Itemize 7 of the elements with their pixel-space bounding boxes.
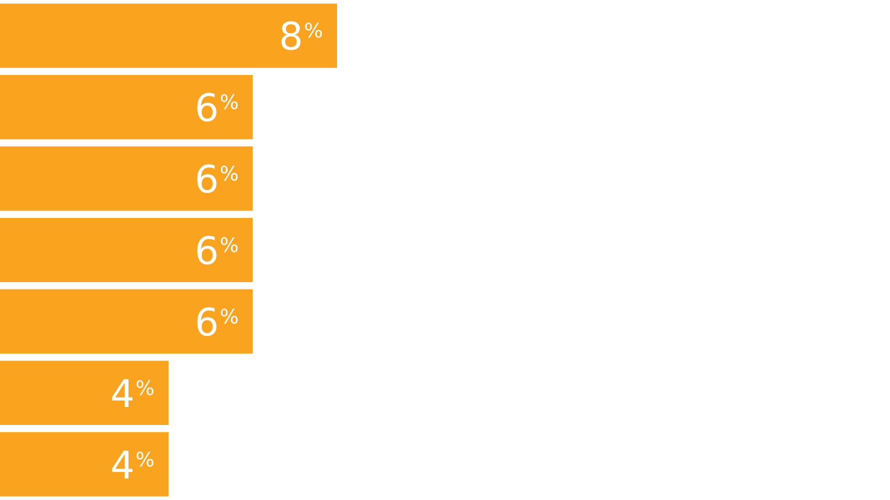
data-label: 6% <box>194 300 239 344</box>
data-label: 4% <box>110 372 155 416</box>
data-label: 8% <box>278 14 324 59</box>
data-label: 6% <box>194 86 239 130</box>
data-label: 6% <box>194 229 239 273</box>
data-label: 4% <box>110 443 155 488</box>
data-label: 6% <box>194 158 239 202</box>
